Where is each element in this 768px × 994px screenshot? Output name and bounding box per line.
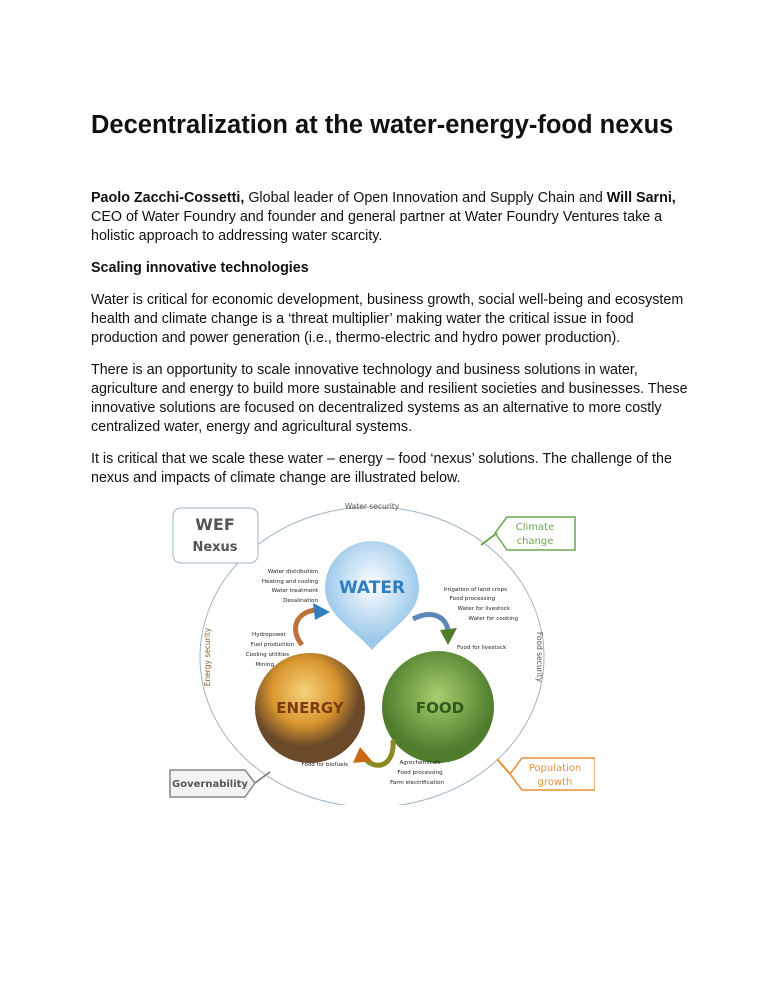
population-growth-box bbox=[509, 757, 595, 791]
list-item: Mining bbox=[255, 662, 274, 668]
wef-label: WEF bbox=[195, 515, 235, 534]
page-title: Decentralization at the water-energy-foo… bbox=[91, 111, 674, 139]
list-item: Food processing bbox=[450, 596, 496, 602]
intro-text-2: CEO of Water Foundry and founder and gen… bbox=[91, 209, 663, 244]
water-food-list: Irrigation of land crops Food processing… bbox=[444, 587, 519, 622]
list-item: Water treatment bbox=[272, 588, 319, 594]
paragraph: It is critical that we scale these water… bbox=[91, 451, 672, 486]
water-security-label: Water security bbox=[345, 502, 400, 511]
population-arrow-icon bbox=[496, 758, 511, 775]
energy-circle bbox=[255, 653, 365, 763]
food-energy-list: Agrochemicals Food processing Farm elect… bbox=[390, 760, 444, 786]
governability-label: Governability bbox=[172, 779, 248, 790]
climate-arrow-icon bbox=[480, 532, 498, 546]
list-item: Hydropower bbox=[252, 632, 287, 638]
list-item: Farm electrification bbox=[390, 780, 444, 786]
water-drop bbox=[325, 540, 419, 650]
author-1: Paolo Zacchi-Cossetti, bbox=[91, 190, 245, 206]
list-item: Water for cooking bbox=[468, 616, 518, 622]
food-circle bbox=[382, 651, 494, 763]
author-2: Will Sarni, bbox=[606, 190, 676, 206]
article-body: Paolo Zacchi-Cossetti, Global leader of … bbox=[91, 189, 691, 501]
list-item: Agrochemicals bbox=[399, 760, 440, 766]
list-item: Irrigation of land crops bbox=[444, 587, 507, 593]
arrowhead-icon bbox=[440, 628, 457, 645]
list-item: Water for livestock bbox=[458, 606, 511, 612]
paragraph: Water is critical for economic developme… bbox=[91, 292, 684, 346]
food-security-label: Food security bbox=[535, 632, 544, 683]
list-item: Heating and cooling bbox=[262, 579, 319, 585]
climate-label: Climate bbox=[516, 522, 554, 533]
climate-label: change bbox=[517, 536, 554, 547]
energy-security-label: Energy security bbox=[203, 627, 212, 686]
arrowhead-icon bbox=[313, 603, 330, 620]
water-food-arrow-icon bbox=[411, 612, 451, 631]
food-label: FOOD bbox=[416, 699, 464, 717]
energy-label: ENERGY bbox=[276, 699, 345, 717]
population-label: Population bbox=[529, 763, 582, 774]
paragraph: There is an opportunity to scale innovat… bbox=[91, 362, 688, 435]
list-item: Food processing bbox=[397, 770, 443, 776]
wef-nexus-diagram: Water security Energy security Food secu… bbox=[169, 502, 595, 805]
wef-box bbox=[172, 507, 259, 564]
climate-change-box bbox=[494, 516, 576, 551]
list-item: Cooling utilities bbox=[246, 652, 289, 658]
nexus-circle bbox=[199, 506, 545, 805]
governability-arrow-icon bbox=[254, 771, 271, 784]
food-energy-arrow-icon bbox=[361, 739, 396, 768]
energy-water-arrow-icon bbox=[293, 607, 316, 647]
water-label: WATER bbox=[339, 578, 405, 598]
food-for-biofuels-label: Food for biofuels bbox=[301, 762, 348, 768]
nexus-label: Nexus bbox=[192, 540, 237, 555]
section-heading: Scaling innovative technologies bbox=[91, 260, 309, 276]
list-item: Fuel production bbox=[251, 642, 295, 648]
water-energy-list: Water distribution Heating and cooling W… bbox=[262, 569, 319, 604]
intro-paragraph: Paolo Zacchi-Cossetti, Global leader of … bbox=[91, 189, 691, 246]
list-item: Desalination bbox=[283, 598, 318, 604]
food-for-livestock-label: Food for livestock bbox=[457, 645, 507, 651]
governability-box bbox=[169, 769, 256, 798]
arrowhead-icon bbox=[353, 747, 372, 763]
energy-water-list: Hydropower Fuel production Cooling utili… bbox=[246, 632, 295, 668]
list-item: Water distribution bbox=[268, 569, 319, 575]
intro-text-1: Global leader of Open Innovation and Sup… bbox=[244, 190, 607, 206]
population-label: growth bbox=[538, 777, 573, 788]
